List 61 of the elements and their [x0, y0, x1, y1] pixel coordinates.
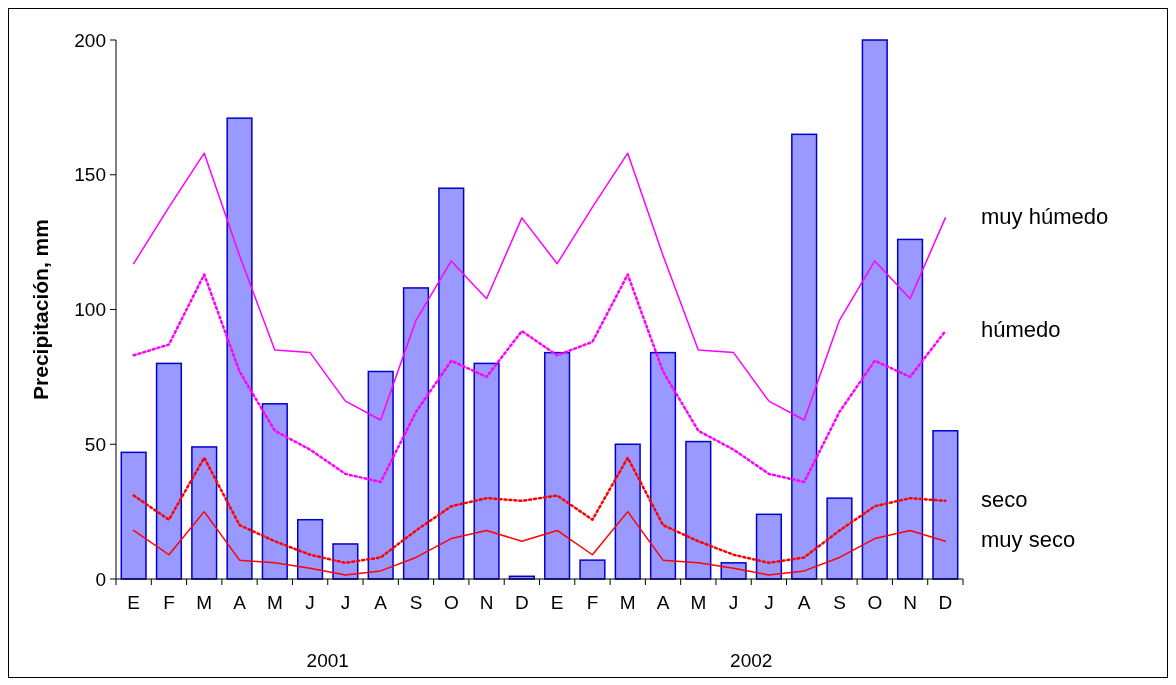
- x-tick-label: S: [409, 592, 423, 613]
- bar: [649, 351, 677, 580]
- x-tick-label: J: [305, 592, 315, 613]
- bar: [402, 287, 430, 580]
- y-tick-label: 50: [84, 433, 106, 455]
- line-series: [132, 510, 947, 576]
- x-tick-label: A: [233, 592, 247, 613]
- text: 2002: [730, 650, 773, 671]
- x-tick-label: M: [196, 592, 213, 613]
- x-tick-label: N: [903, 592, 917, 613]
- x-tick-label: M: [266, 592, 283, 613]
- series-label: muy húmedo: [981, 203, 1109, 229]
- bar: [261, 403, 288, 580]
- bar: [473, 362, 500, 580]
- bar: [438, 187, 465, 580]
- y-tick-label: 200: [74, 29, 106, 51]
- line-series: [132, 456, 947, 565]
- series-label: seco: [981, 486, 1028, 512]
- bar: [614, 443, 641, 580]
- bar: [155, 362, 183, 580]
- bar: [826, 497, 853, 580]
- x-tick-label: O: [443, 592, 459, 613]
- x-tick-label: J: [728, 592, 739, 613]
- line-series: [132, 273, 947, 484]
- bar: [861, 39, 888, 580]
- bar: [544, 351, 571, 580]
- x-tick-label: J: [340, 592, 351, 613]
- x-tick-label: F: [163, 592, 175, 613]
- bar: [367, 370, 394, 580]
- x-tick-label: D: [938, 592, 953, 613]
- x-tick-label: M: [690, 592, 707, 613]
- x-tick-label: F: [586, 592, 599, 613]
- bar: [791, 133, 818, 580]
- x-tick-label: A: [374, 592, 388, 613]
- bar: [226, 117, 253, 580]
- bar: [755, 513, 782, 580]
- bar: [579, 559, 606, 580]
- y-tick-label: 0: [95, 568, 106, 590]
- x-tick-label: A: [656, 592, 670, 613]
- x-tick-label: M: [619, 592, 636, 613]
- bar: [120, 451, 147, 580]
- x-tick-label: A: [797, 592, 811, 613]
- y-tick-label: 150: [74, 164, 106, 186]
- series-label: muy seco: [981, 527, 1076, 553]
- y-axis-title: Precipitación, mm: [29, 219, 52, 400]
- x-tick-label: D: [514, 592, 529, 613]
- x-tick-label: S: [833, 592, 846, 613]
- bar: [297, 518, 324, 580]
- y-tick-label: 100: [74, 299, 106, 321]
- x-tick-label: E: [550, 592, 564, 613]
- x-tick-label: J: [764, 592, 774, 613]
- bar: [896, 238, 924, 580]
- text: 2001: [306, 650, 349, 671]
- series-label: húmedo: [981, 317, 1061, 343]
- x-tick-label: N: [479, 592, 494, 613]
- x-tick-label: E: [127, 592, 140, 613]
- bar: [685, 440, 712, 580]
- x-tick-label: O: [867, 592, 883, 613]
- bar: [191, 446, 218, 580]
- bar: [932, 430, 959, 580]
- line-series: [132, 152, 947, 421]
